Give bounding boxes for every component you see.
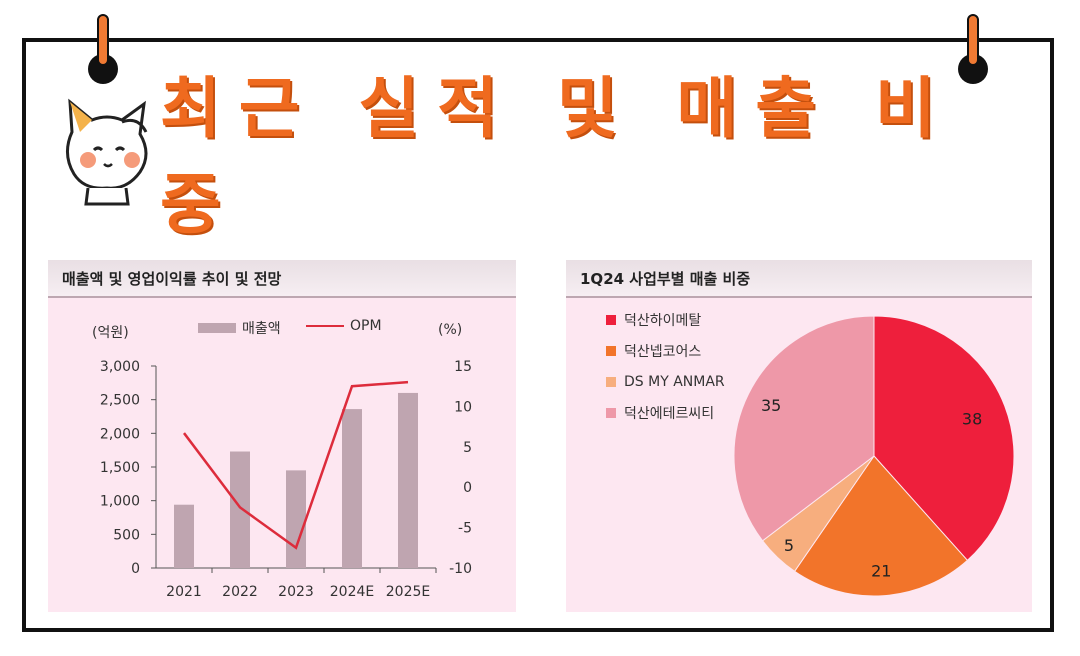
y-right-tick-label: -10 xyxy=(449,561,472,577)
revenue-bar xyxy=(230,451,250,568)
y-left-tick-label: 3,000 xyxy=(100,359,140,375)
y-left-tick-label: 1,000 xyxy=(100,494,140,510)
pie-legend-label: 덕산넵코어스 xyxy=(624,343,702,360)
pie-value-label: 5 xyxy=(784,536,794,555)
pie-legend-item: DS MY ANMAR xyxy=(606,366,725,397)
y-left-unit: (억원) xyxy=(92,325,129,341)
revenue-bar xyxy=(174,504,194,568)
legend-bar: 매출액 xyxy=(198,318,281,338)
pie-legend-swatch xyxy=(606,345,616,356)
pie-legend-item: 덕산넵코어스 xyxy=(606,335,725,366)
revenue-opm-chart: 3,000 2,500 2,000 1,500 1,000 500 0 15 10 5 0 -5 -10… xyxy=(100,359,472,600)
pie-legend-swatch xyxy=(606,376,616,387)
pie-slice xyxy=(793,455,969,597)
y-right-tick-label: 15 xyxy=(454,359,472,375)
pie-value-label: 38 xyxy=(962,410,982,429)
x-tick-label: 2021 xyxy=(166,584,202,600)
pie-slice xyxy=(733,315,875,542)
y-right-tick-label: 10 xyxy=(454,399,472,415)
pie-legend-label: 덕산에테르씨티 xyxy=(624,405,715,422)
legend-bar-label: 매출액 xyxy=(242,321,281,337)
y-left-tick-label: 0 xyxy=(131,561,140,577)
revenue-bar xyxy=(286,470,306,568)
y-left-tick-label: 2,500 xyxy=(100,393,140,409)
revenue-chart-heading: 매출액 및 영업이익률 추이 및 전망 xyxy=(48,260,516,298)
legend-line-label: OPM xyxy=(350,318,382,334)
legend-line: OPM xyxy=(306,318,382,334)
legend-line-swatch xyxy=(306,325,344,327)
pie-legend-swatch xyxy=(606,314,616,325)
segment-pie-chart: 38 21 5 35 xyxy=(733,315,1015,597)
pie-legend-item: 덕산하이메탈 xyxy=(606,304,725,335)
segment-chart-panel: 1Q24 사업부별 매출 비중 덕산하이메탈 덕산넵코어스 DS MY ANMAR 덕… xyxy=(566,260,1032,612)
y-left-tick-label: 1,500 xyxy=(100,460,140,476)
cat-mascot-icon xyxy=(66,98,148,206)
legend-bar-swatch xyxy=(198,323,236,333)
pie-legend-label: 덕산하이메탈 xyxy=(624,312,702,329)
pie-legend-label: DS MY ANMAR xyxy=(624,373,725,390)
pie-value-label: 35 xyxy=(761,396,781,415)
y-right-tick-label: 5 xyxy=(463,440,472,456)
y-left-tick-label: 2,000 xyxy=(100,426,140,442)
revenue-bar xyxy=(342,409,362,568)
x-tick-label: 2023 xyxy=(278,584,314,600)
x-tick-label: 2024E xyxy=(330,584,374,600)
segment-chart-heading: 1Q24 사업부별 매출 비중 xyxy=(566,260,1032,298)
pie-slice xyxy=(873,315,1015,562)
pie-legend-item: 덕산에테르씨티 xyxy=(606,397,725,428)
pie-legend-swatch xyxy=(606,407,616,418)
revenue-chart-panel: 매출액 및 영업이익률 추이 및 전망 (억원) (%) 매출액 OPM 3,0… xyxy=(48,260,516,612)
y-right-tick-label: 0 xyxy=(463,480,472,496)
opm-line xyxy=(183,380,409,550)
y-right-tick-label: -5 xyxy=(458,521,472,537)
x-tick-label: 2025E xyxy=(386,584,430,600)
pie-value-label: 21 xyxy=(871,562,891,581)
y-left-tick-label: 500 xyxy=(113,527,140,543)
page-title: 최근 실적 및 매출 비중 xyxy=(160,70,954,243)
x-tick-label: 2022 xyxy=(222,584,258,600)
y-right-unit: (%) xyxy=(438,322,463,338)
revenue-bar xyxy=(398,392,418,568)
